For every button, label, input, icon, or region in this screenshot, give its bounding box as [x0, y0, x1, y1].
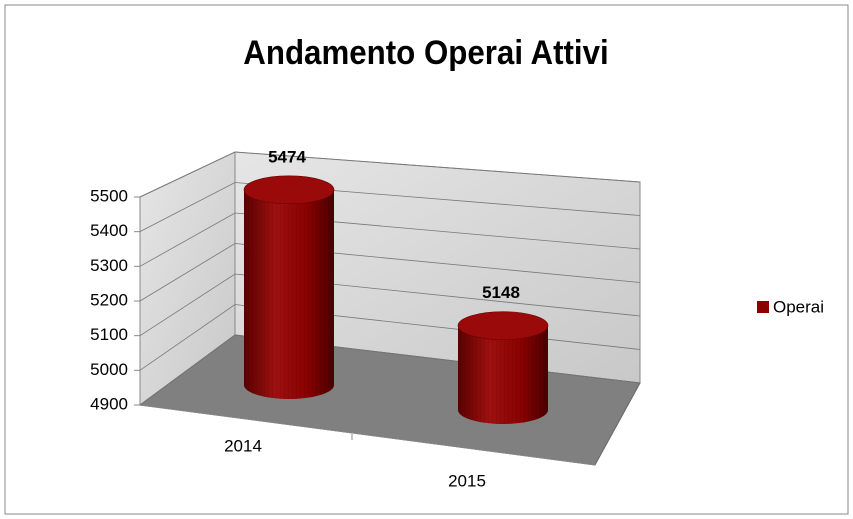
legend-swatch	[757, 301, 769, 313]
cylinder-stripes	[244, 189, 334, 399]
cylinder-top	[243, 175, 335, 205]
y-tick-label: 5300	[90, 256, 128, 275]
grid-line	[139, 151, 641, 198]
legend-label: Operai	[773, 297, 824, 316]
x-axis-line	[139, 404, 596, 466]
cylinder-top	[457, 311, 549, 340]
y-tick-label: 5100	[90, 325, 128, 344]
grid-line	[139, 212, 641, 267]
grid-line	[139, 182, 641, 233]
grid-line	[139, 243, 641, 302]
y-tick-label: 4900	[90, 394, 128, 413]
y-tick-label: 5500	[90, 186, 128, 205]
data-label: 5474	[268, 147, 306, 166]
grid-line	[139, 273, 641, 337]
x-tick-label: 2014	[224, 436, 262, 455]
chart-title: Andamento Operai Attivi	[243, 33, 608, 72]
y-tick-label: 5000	[90, 360, 128, 379]
y-tick-label: 5200	[90, 290, 128, 309]
data-label: 5148	[482, 283, 520, 302]
y-tick-label: 5400	[90, 221, 128, 240]
cylinder-stripes	[458, 325, 548, 424]
x-tick-label: 2015	[448, 471, 486, 490]
